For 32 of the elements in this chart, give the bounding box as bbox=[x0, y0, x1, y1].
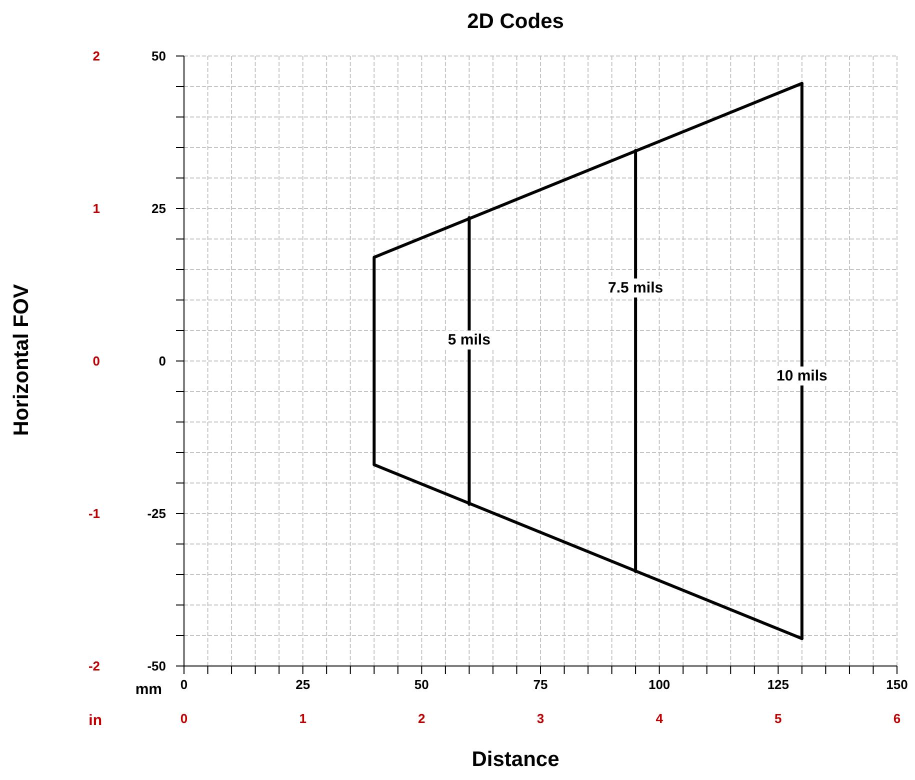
y2-tick-label: -1 bbox=[88, 506, 100, 522]
annotation: 5 mils bbox=[448, 331, 490, 348]
x2-tick-label: 3 bbox=[536, 711, 544, 726]
x2-tick-label: 6 bbox=[893, 711, 901, 726]
y2-tick-label: 0 bbox=[92, 354, 100, 369]
y2-tick-label: 1 bbox=[92, 201, 100, 216]
x-tick-label: 25 bbox=[296, 677, 310, 692]
x2-tick-label: 0 bbox=[180, 711, 188, 726]
y2-tick-label: -2 bbox=[88, 658, 100, 674]
y2-axis-title: Horizontal FOV bbox=[10, 284, 33, 436]
annotation: 7.5 mils bbox=[608, 279, 664, 296]
y-tick-label: -25 bbox=[147, 506, 166, 522]
x2-tick-label: 1 bbox=[299, 711, 306, 726]
x2-tick-label: 2 bbox=[418, 711, 426, 726]
x-tick-label: 50 bbox=[414, 677, 429, 692]
text: mm bbox=[135, 681, 162, 698]
y-tick-label: -50 bbox=[147, 658, 166, 674]
x-tick-label: 0 bbox=[180, 677, 188, 692]
x2-axis-title: in bbox=[88, 712, 102, 729]
x-tick-label: 125 bbox=[767, 677, 790, 692]
annotation: 10 mils bbox=[776, 368, 828, 385]
chart-title: 2D Codes bbox=[467, 10, 564, 33]
x-tick-label: 150 bbox=[886, 677, 908, 692]
x2-tick-label: 4 bbox=[656, 711, 664, 726]
x-axis-title: Distance bbox=[472, 748, 560, 771]
x-tick-label: 75 bbox=[533, 677, 548, 692]
x-tick-label: 100 bbox=[648, 677, 670, 692]
y2-tick-label: 2 bbox=[92, 48, 100, 64]
y-tick-label: 0 bbox=[158, 354, 166, 369]
y-tick-label: 25 bbox=[152, 201, 166, 216]
x2-tick-label: 5 bbox=[774, 711, 782, 726]
y-tick-label: 50 bbox=[152, 48, 166, 64]
